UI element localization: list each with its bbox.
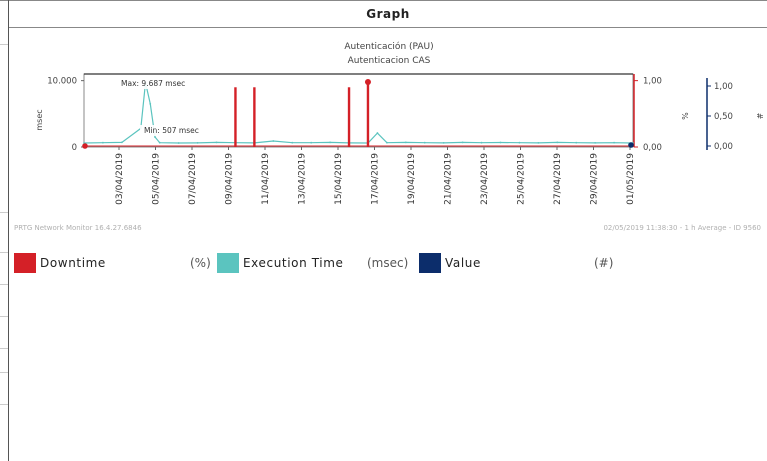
left-axis-tick-label-10000: 10.000	[47, 77, 77, 87]
series-execution-time-point-16	[329, 141, 332, 144]
series-execution-time-point-26	[499, 141, 502, 144]
chart-title: Autenticación (PAU)	[344, 41, 433, 52]
chart-legend: Downtime (%) Execution Time (msec) Value…	[14, 253, 754, 273]
series-execution-time-point-1	[102, 141, 104, 144]
x-axis-tick-label-13: 29/04/2019	[590, 153, 600, 205]
series-execution-time-point-20	[385, 141, 388, 144]
series-execution-time-point-30	[575, 141, 578, 144]
series-downtime-marker	[364, 78, 371, 85]
series-execution-time-point-25	[480, 141, 483, 144]
series-downtime-bar-2	[347, 87, 351, 147]
x-axis-tick-label-0: 03/04/2019	[115, 153, 125, 205]
series-execution-time-point-6	[154, 136, 156, 138]
x-axis-tick-label-2: 07/04/2019	[188, 153, 198, 205]
legend-unit-downtime: (%)	[190, 256, 211, 270]
right-axis-tick-label-0: 0,00	[643, 143, 662, 153]
series-execution-time-point-2	[120, 141, 123, 144]
right-axis2-tick-label-0: 1,00	[714, 82, 733, 92]
series-execution-time-point-8	[177, 142, 180, 144]
series-execution-time-point-23	[442, 141, 445, 144]
annotation-max-bg	[120, 78, 194, 89]
legend-swatch-downtime	[14, 253, 36, 273]
series-execution-time-line	[83, 82, 634, 144]
series-execution-time-point-27	[518, 141, 521, 144]
legend-label-downtime: Downtime	[40, 256, 106, 270]
series-execution-time-point-13	[272, 140, 275, 142]
series-execution-time-point-32	[613, 141, 615, 144]
series-downtime-bar-1	[253, 87, 256, 147]
footer-software-label: PRTG Network Monitor 16.4.27.6846	[14, 224, 142, 232]
series-execution-time-point-9	[196, 141, 199, 144]
x-axis-tick-label-7: 17/04/2019	[371, 153, 381, 205]
series-execution-time-point-24	[461, 141, 464, 144]
annotation-min-bg	[140, 125, 206, 136]
legend-label-execution-time: Execution Time	[243, 256, 344, 270]
x-axis-tick-label-11: 25/04/2019	[517, 153, 527, 205]
x-axis-tick-label-12: 27/04/2019	[553, 153, 563, 205]
series-execution-time-point-19	[376, 132, 379, 134]
annotation-min: Min: 507 msec	[144, 126, 199, 135]
legend-label-value: Value	[445, 256, 481, 270]
x-axis-tick-label-1: 05/04/2019	[152, 153, 162, 205]
series-execution-time-point-29	[556, 141, 559, 144]
series-execution-time-point-14	[291, 141, 294, 144]
left-axis-tick-label-0: 0	[72, 143, 77, 153]
x-axis-tick-label-9: 21/04/2019	[444, 153, 454, 205]
series-downtime-bar-3	[366, 83, 370, 147]
series-execution-time-point-5	[149, 102, 152, 105]
annotation-max: Max: 9.687 msec	[121, 79, 185, 88]
legend-swatch-value	[419, 253, 441, 273]
series-downtime-start-point	[82, 143, 88, 149]
series-execution-time-point-7	[158, 141, 161, 144]
series-execution-time-point-15	[310, 141, 313, 144]
x-axis-tick-label-8: 19/04/2019	[407, 153, 417, 205]
left-axis-label: msec	[35, 109, 44, 130]
graph-header-title: Graph	[366, 7, 410, 21]
series-execution-time-point-10	[215, 141, 218, 144]
right-axis2-tick-label-2: 0,00	[714, 142, 733, 152]
series-execution-time-point-28	[537, 141, 540, 144]
graph-header: Graph	[9, 1, 767, 28]
chart-subtitle: Autenticacion CAS	[348, 56, 431, 66]
right-axis2-label: #	[755, 113, 764, 120]
series-execution-time-point-31	[594, 141, 597, 144]
legend-unit-execution-time: (msec)	[367, 256, 409, 270]
right-axis-tick-label-1: 1,00	[643, 77, 662, 87]
x-axis-tick-label-6: 15/04/2019	[334, 153, 344, 205]
frame-left-border	[8, 0, 9, 461]
series-value-point-0	[628, 142, 634, 148]
footer-timestamp-label: 02/05/2019 11:38:30 - 1 h Average - ID 9…	[603, 224, 761, 232]
x-axis-tick-label-10: 23/04/2019	[480, 153, 490, 205]
x-axis-tick-label-3: 09/04/2019	[225, 153, 235, 205]
x-axis-tick-label-14: 01/05/2019	[626, 153, 636, 205]
series-execution-time-point-21	[404, 141, 407, 144]
series-downtime-bar-0	[234, 87, 237, 147]
legend-unit-value: (#)	[594, 256, 614, 270]
legend-swatch-execution-time	[217, 253, 239, 273]
right-axis-label: %	[680, 112, 689, 120]
right-axis2-tick-label-1: 0,50	[714, 112, 733, 122]
x-axis-tick-label-5: 13/04/2019	[298, 153, 308, 205]
frame-top-border	[0, 0, 767, 1]
x-axis-tick-label-4: 11/04/2019	[261, 153, 271, 205]
chart-area: Autenticación (PAU) Autenticacion CAS 10.0…	[35, 41, 764, 205]
series-execution-time-point-22	[423, 141, 426, 144]
